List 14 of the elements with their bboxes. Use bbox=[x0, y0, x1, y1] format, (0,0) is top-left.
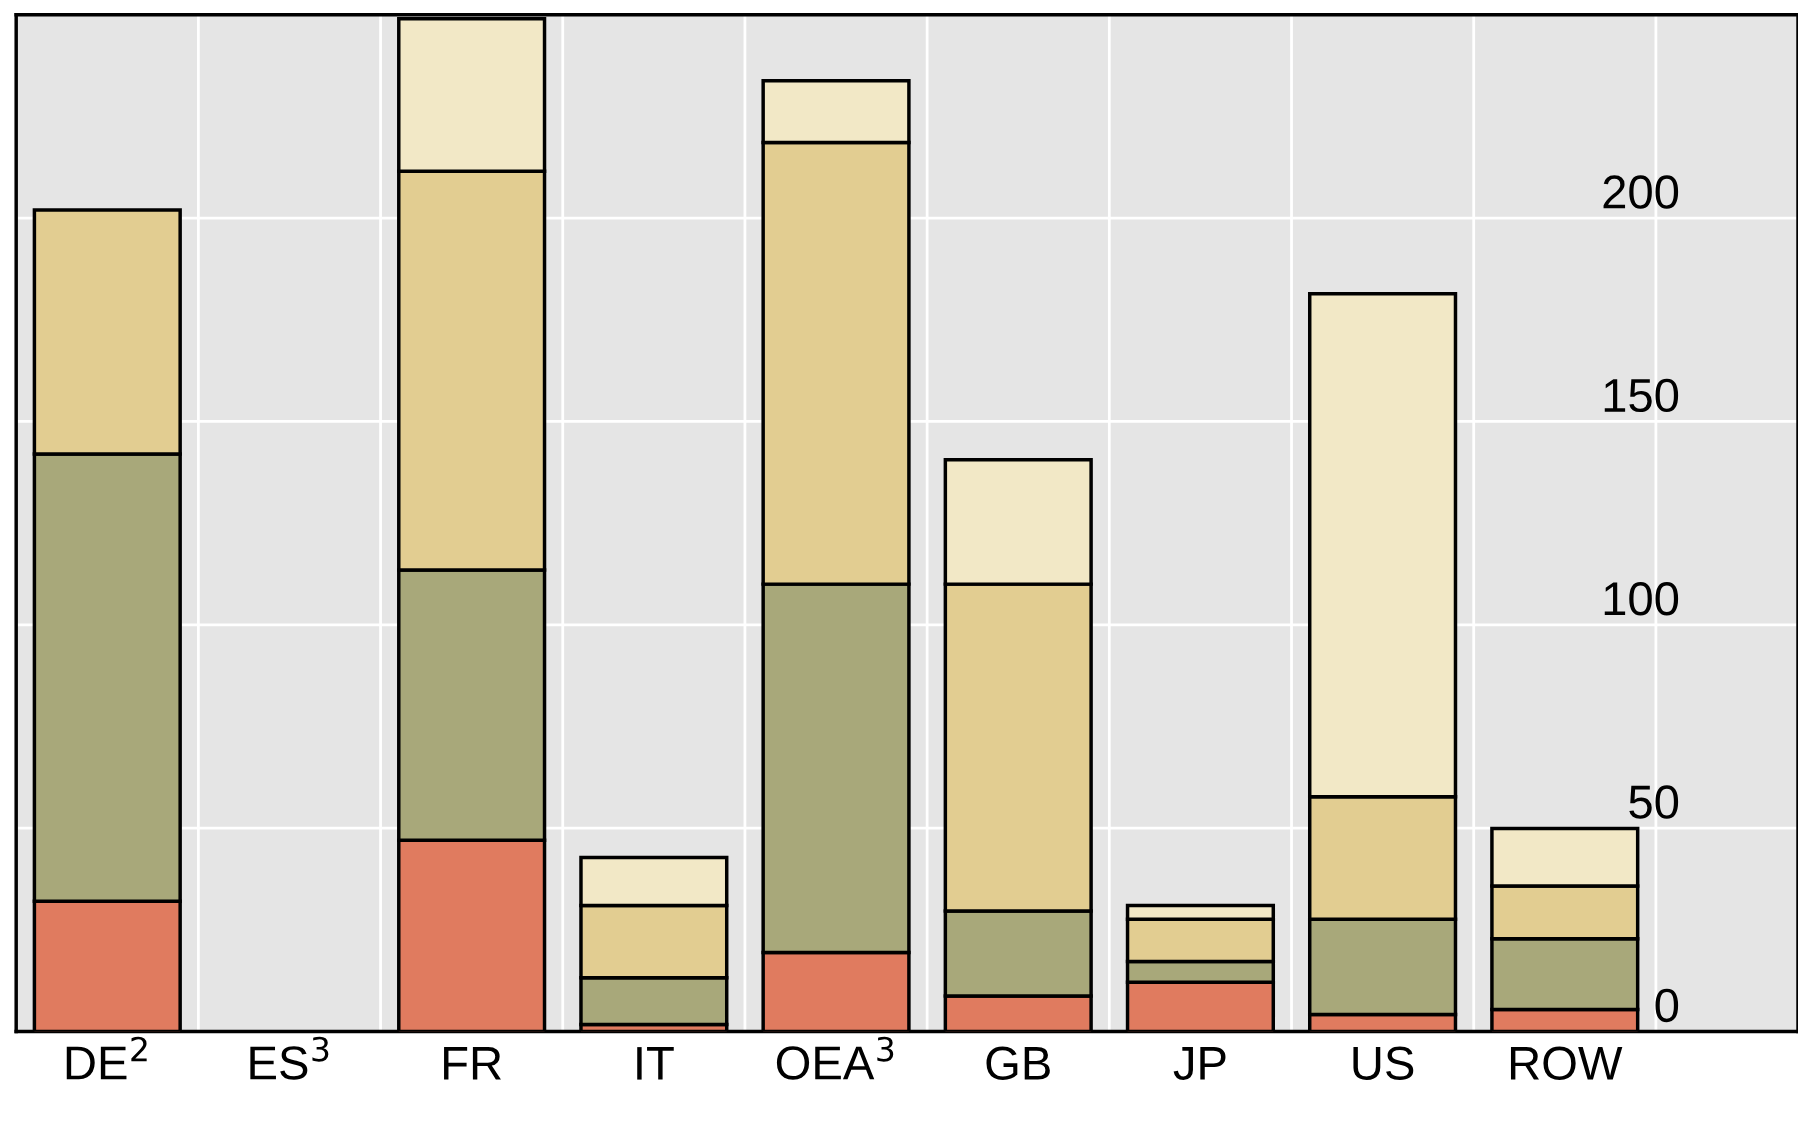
x-tick-label: DE$^{2}$ bbox=[66, 1036, 147, 1080]
x-tick-label: IT bbox=[637, 1047, 674, 1080]
y-tick-label: 0 bbox=[1655, 988, 1679, 1023]
y-tick-label: 200 bbox=[1603, 175, 1679, 209]
x-tick-label: ROW bbox=[1510, 1046, 1623, 1081]
y-tick-label: 50 bbox=[1629, 785, 1679, 819]
x-tick-label: OEA$^{3}$ bbox=[776, 1036, 894, 1080]
x-tick-label: US bbox=[1353, 1046, 1414, 1081]
x-tick-label: ES$^{3}$ bbox=[250, 1036, 329, 1080]
x-tick-label: JP bbox=[1173, 1047, 1226, 1081]
x-tick-label: GB bbox=[986, 1046, 1050, 1081]
y-tick-label: 100 bbox=[1604, 582, 1679, 616]
y-tick-label: 150 bbox=[1604, 378, 1679, 413]
x-tick-label: FR bbox=[444, 1047, 501, 1080]
